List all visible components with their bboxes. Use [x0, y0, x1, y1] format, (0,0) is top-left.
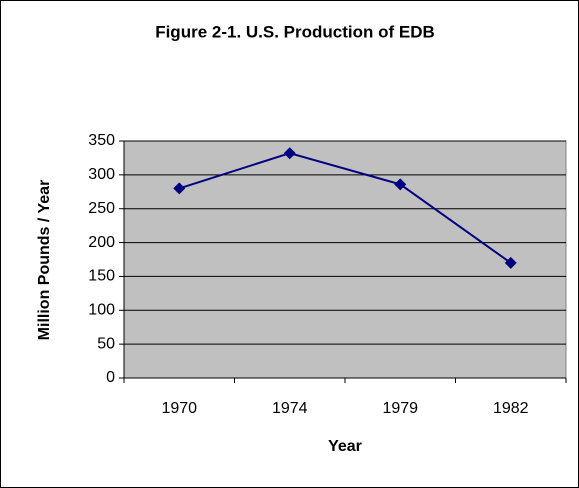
x-tick-label: 1974 — [272, 400, 308, 417]
y-tick-label: 150 — [88, 268, 115, 285]
chart-title: Figure 2-1. U.S. Production of EDB — [155, 22, 435, 41]
marker — [394, 178, 407, 191]
y-tick-label: 200 — [88, 234, 115, 251]
x-tick-label: 1970 — [161, 400, 197, 417]
y-tick-label: 350 — [88, 132, 115, 149]
y-axis-label: Million Pounds / Year — [36, 180, 53, 341]
marker — [173, 182, 186, 195]
x-axis-label: Year — [328, 438, 362, 455]
marker — [283, 147, 296, 160]
y-tick-label: 100 — [88, 302, 115, 319]
marker — [504, 256, 517, 269]
y-tick-label: 300 — [88, 166, 115, 183]
series-line — [178, 152, 512, 264]
y-tick-label: 50 — [97, 335, 115, 352]
y-tick-label: 250 — [88, 200, 115, 217]
y-tick-label: 0 — [106, 369, 115, 386]
x-tick-label: 1982 — [493, 400, 529, 417]
plot-area — [123, 140, 567, 379]
x-tick-label: 1979 — [382, 400, 418, 417]
